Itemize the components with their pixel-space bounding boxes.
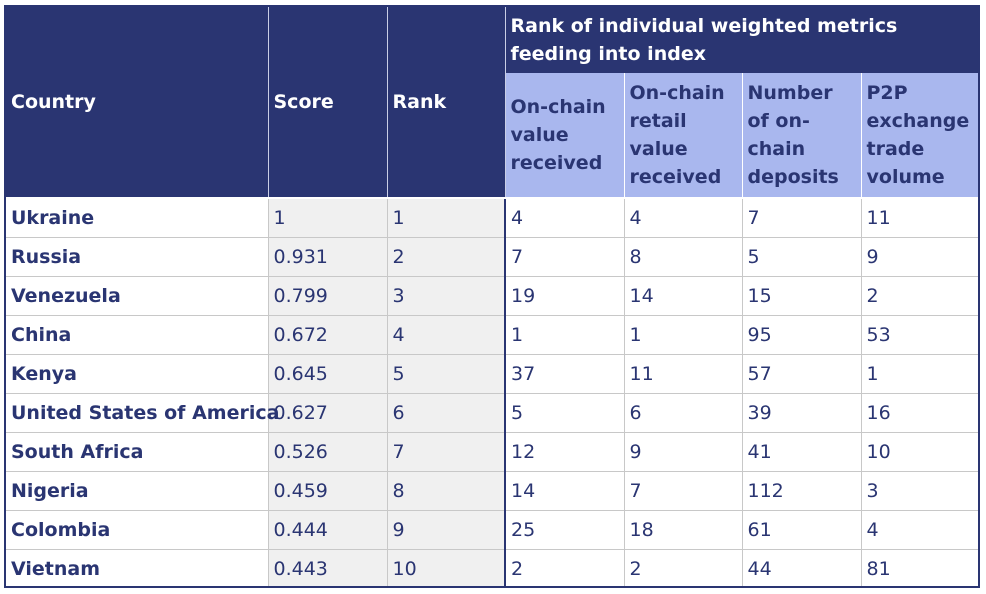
table-row: Venezuela 0.799 3 19 14 15 2 — [6, 275, 978, 315]
cell-number-of-onchain-deposits: 57 — [742, 353, 862, 393]
cell-country: Colombia — [6, 509, 269, 549]
cell-onchain-value-received: 5 — [505, 392, 625, 432]
cell-onchain-retail-value-received: 11 — [624, 353, 743, 393]
cell-onchain-retail-value-received: 7 — [624, 470, 743, 510]
cell-country: Venezuela — [6, 275, 269, 315]
header-onchain-retail-value-received: On-chain retail value received — [624, 73, 743, 199]
cell-onchain-retail-value-received: 18 — [624, 509, 743, 549]
cell-number-of-onchain-deposits: 15 — [742, 275, 862, 315]
cell-score: 0.459 — [268, 470, 388, 510]
cell-onchain-value-received: 1 — [505, 314, 625, 354]
header-score: Score — [268, 7, 388, 199]
cell-onchain-retail-value-received: 2 — [624, 548, 743, 586]
table-row: Vietnam 0.443 10 2 2 44 81 — [6, 548, 978, 586]
cell-number-of-onchain-deposits: 44 — [742, 548, 862, 586]
table-row: Nigeria 0.459 8 14 7 112 3 — [6, 470, 978, 510]
cell-score: 1 — [268, 198, 388, 237]
cell-country: Kenya — [6, 353, 269, 393]
cell-p2p-exchange-trade-volume: 4 — [861, 509, 978, 549]
table-row: Russia 0.931 2 7 8 5 9 — [6, 236, 978, 276]
cell-p2p-exchange-trade-volume: 2 — [861, 275, 978, 315]
cell-rank: 4 — [387, 314, 506, 354]
cell-onchain-retail-value-received: 14 — [624, 275, 743, 315]
cell-p2p-exchange-trade-volume: 10 — [861, 431, 978, 471]
cell-onchain-retail-value-received: 4 — [624, 198, 743, 237]
cell-country: Ukraine — [6, 198, 269, 237]
cell-onchain-value-received: 2 — [505, 548, 625, 586]
cell-onchain-retail-value-received: 1 — [624, 314, 743, 354]
cell-country: Vietnam — [6, 548, 269, 586]
cell-onchain-value-received: 14 — [505, 470, 625, 510]
cell-number-of-onchain-deposits: 39 — [742, 392, 862, 432]
cell-p2p-exchange-trade-volume: 9 — [861, 236, 978, 276]
cell-onchain-value-received: 37 — [505, 353, 625, 393]
cell-rank: 5 — [387, 353, 506, 393]
table-row: China 0.672 4 1 1 95 53 — [6, 314, 978, 354]
table-row: Ukraine 1 1 4 4 7 11 — [6, 198, 978, 237]
cell-number-of-onchain-deposits: 5 — [742, 236, 862, 276]
table-row: South Africa 0.526 7 12 9 41 10 — [6, 431, 978, 471]
cell-p2p-exchange-trade-volume: 53 — [861, 314, 978, 354]
cell-number-of-onchain-deposits: 112 — [742, 470, 862, 510]
cell-rank: 2 — [387, 236, 506, 276]
header-onchain-value-received: On-chain value received — [505, 73, 625, 199]
cell-number-of-onchain-deposits: 41 — [742, 431, 862, 471]
header-country: Country — [6, 7, 269, 199]
cell-p2p-exchange-trade-volume: 3 — [861, 470, 978, 510]
header-metrics-group: Rank of individual weighted metrics feed… — [505, 7, 978, 73]
cell-score: 0.526 — [268, 431, 388, 471]
cell-onchain-retail-value-received: 8 — [624, 236, 743, 276]
cell-p2p-exchange-trade-volume: 1 — [861, 353, 978, 393]
cell-country: United States of America — [6, 392, 279, 432]
table-body: Ukraine 1 1 4 4 7 11 Russia 0.931 2 7 8 5 9 Venezuela 0… — [6, 198, 978, 586]
cell-number-of-onchain-deposits: 61 — [742, 509, 862, 549]
table-row: United States of America 0.627 6 5 6 39 16 — [6, 392, 978, 432]
cell-number-of-onchain-deposits: 7 — [742, 198, 862, 237]
table-header: Country Score Rank Rank of individual we… — [6, 7, 978, 199]
cell-p2p-exchange-trade-volume: 81 — [861, 548, 978, 586]
header-number-of-onchain-deposits: Number of on-chain deposits — [742, 73, 862, 199]
cell-rank: 3 — [387, 275, 506, 315]
cell-score: 0.443 — [268, 548, 388, 586]
cell-rank: 7 — [387, 431, 506, 471]
cell-onchain-value-received: 7 — [505, 236, 625, 276]
cell-onchain-value-received: 4 — [505, 198, 625, 237]
header-rank: Rank — [387, 7, 506, 199]
cell-p2p-exchange-trade-volume: 16 — [861, 392, 978, 432]
cell-score: 0.931 — [268, 236, 388, 276]
cell-number-of-onchain-deposits: 95 — [742, 314, 862, 354]
cell-score: 0.672 — [268, 314, 388, 354]
cell-rank: 9 — [387, 509, 506, 549]
cell-score: 0.627 — [268, 392, 388, 432]
cell-onchain-value-received: 12 — [505, 431, 625, 471]
table-row: Colombia 0.444 9 25 18 61 4 — [6, 509, 978, 549]
cell-country: Nigeria — [6, 470, 269, 510]
cell-p2p-exchange-trade-volume: 11 — [866, 206, 891, 229]
cell-country: South Africa — [6, 431, 269, 471]
cell-rank: 8 — [387, 470, 506, 510]
cell-score: 0.444 — [268, 509, 388, 549]
crypto-adoption-index-table-frame: Country Score Rank Rank of individual we… — [4, 5, 980, 588]
cell-score: 0.645 — [268, 353, 388, 393]
crypto-adoption-index-table: Country Score Rank Rank of individual we… — [6, 7, 978, 586]
cell-rank: 10 — [387, 548, 506, 586]
cell-country: China — [6, 314, 269, 354]
header-p2p-exchange-trade-volume: P2P exchange trade volume — [861, 73, 978, 199]
cell-onchain-retail-value-received: 9 — [624, 431, 743, 471]
table-row: Kenya 0.645 5 37 11 57 1 — [6, 353, 978, 393]
cell-onchain-value-received: 19 — [505, 275, 625, 315]
cell-onchain-retail-value-received: 6 — [624, 392, 743, 432]
cell-rank: 6 — [387, 392, 506, 432]
cell-rank: 1 — [387, 198, 506, 237]
cell-score: 0.799 — [268, 275, 388, 315]
cell-onchain-value-received: 25 — [505, 509, 625, 549]
cell-country: Russia — [6, 236, 269, 276]
